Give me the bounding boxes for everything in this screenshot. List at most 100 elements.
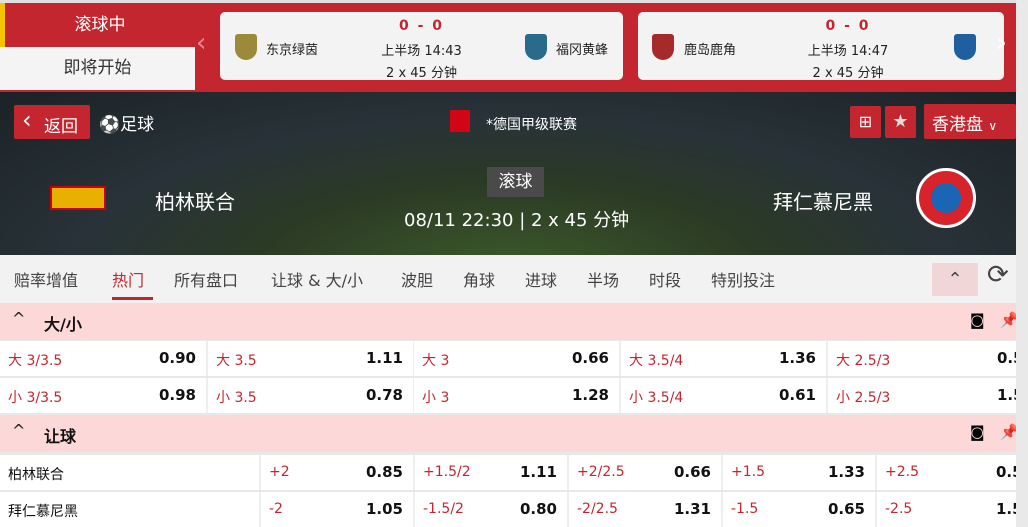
- odds-line: 大 3.5/4: [629, 353, 684, 369]
- odds-cell[interactable]: +1.5 1.33: [723, 455, 875, 490]
- team-name: 柏林联合: [8, 467, 64, 483]
- handicap-line: +2.5: [885, 464, 919, 480]
- top-gap: [0, 0, 1028, 3]
- chevron-down-icon: ∨: [988, 119, 998, 133]
- match-format: 2 x 45 分钟: [812, 66, 884, 80]
- soccer-ball-icon: ⚽: [99, 115, 121, 135]
- team-cell: 拜仁慕尼黑: [0, 492, 259, 527]
- tab-upcoming[interactable]: 即将开始: [0, 47, 195, 90]
- odds-line: 大 2.5/3: [836, 353, 891, 369]
- handicap-line: -2.5: [885, 501, 913, 517]
- section-title: 让球: [44, 427, 77, 446]
- tab-goals[interactable]: 进球: [525, 271, 558, 290]
- odds-cell[interactable]: 小 3/3.5 0.98: [0, 378, 206, 413]
- odds-price: 1.36: [778, 349, 816, 367]
- odds-cell[interactable]: +2.50.54: [877, 455, 1028, 490]
- tab-live[interactable]: 滚球中: [0, 3, 195, 47]
- odds-cell[interactable]: 大 3.5/4 1.36: [621, 341, 826, 376]
- league-name: *德国甲级联赛: [486, 117, 577, 133]
- refresh-icon[interactable]: ⟳: [987, 260, 1009, 290]
- pin-icon[interactable]: 📌: [1000, 423, 1019, 441]
- odds-cell[interactable]: +1.5/2 1.11: [415, 455, 567, 490]
- home-team-logo: [50, 186, 106, 210]
- tab-corners[interactable]: 角球: [463, 271, 496, 290]
- odds-price: 0.85: [365, 463, 403, 481]
- handicap-row: 柏林联合 +2 0.85 +1.5/2 1.11 +2/2.5 0.66 +1.5 1.33 +2…: [0, 455, 1028, 490]
- chevron-up-icon: ^: [12, 309, 26, 328]
- section-title: 大/小: [44, 315, 82, 334]
- team-logo: [235, 34, 257, 60]
- odds-cell[interactable]: 小 3.5/4 0.61: [621, 378, 826, 413]
- odds-line: 大 3: [422, 353, 450, 369]
- odds-price: 1.11: [519, 463, 557, 481]
- odds-format-select[interactable]: 香港盘 ∨: [924, 104, 1016, 139]
- tab-specials[interactable]: 特别投注: [711, 271, 776, 290]
- next-arrow-icon[interactable]: ›: [996, 28, 1007, 58]
- score: 0 - 0: [825, 18, 871, 34]
- handicap-row: 拜仁慕尼黑 -2 1.05 -1.5/2 0.80 -2/2.5 1.31 -1.5 0.65-…: [0, 492, 1028, 527]
- odds-cell[interactable]: +2 0.85: [261, 455, 413, 490]
- away-team-logo: [916, 168, 976, 228]
- odds-cell[interactable]: -1.5 0.65: [723, 492, 875, 527]
- tab-period[interactable]: 时段: [649, 271, 682, 290]
- tab-handicap-ou[interactable]: 让球 & 大/小: [271, 271, 364, 290]
- team-name: 拜仁慕尼黑: [8, 504, 78, 520]
- handicap-line: +2: [269, 464, 290, 480]
- match-card[interactable]: 鹿岛鹿角 0 - 0 上半场 14:47 2 x 45 分钟: [638, 12, 1004, 80]
- back-label: 返回: [44, 117, 78, 137]
- odds-line: 小 3.5: [216, 390, 257, 406]
- field-view-icon[interactable]: ⊞: [850, 106, 881, 138]
- prev-arrow-icon[interactable]: ‹: [196, 28, 207, 58]
- odds-cell[interactable]: -2 1.05: [261, 492, 413, 527]
- scrollbar[interactable]: [1016, 0, 1028, 527]
- market-tabs: [0, 255, 1016, 303]
- odds-price: 1.33: [827, 463, 865, 481]
- match-status: 上半场 14:43: [381, 44, 462, 59]
- chevron-up-icon: ^: [12, 421, 26, 440]
- odds-cell[interactable]: 大 3/3.5 0.90: [0, 341, 206, 376]
- odds-cell[interactable]: 小 3 1.28: [414, 378, 619, 413]
- tab-all-markets[interactable]: 所有盘口: [174, 271, 239, 290]
- odds-cell[interactable]: -1.5/2 0.80: [415, 492, 567, 527]
- handicap-line: +1.5: [731, 464, 765, 480]
- match-state-badge: 滚球: [487, 167, 544, 197]
- match-card[interactable]: 东京绿茵 0 - 0 上半场 14:43 2 x 45 分钟 福冈黄蜂: [220, 12, 623, 80]
- odds-line: 大 3.5: [216, 353, 257, 369]
- odds-price: 0.78: [365, 386, 403, 404]
- odds-cell[interactable]: 大 3.5 1.11: [208, 341, 413, 376]
- odds-price: 0.61: [778, 386, 816, 404]
- odds-cell[interactable]: -2.51.56: [877, 492, 1028, 527]
- sport-label: ⚽足球: [99, 110, 154, 135]
- stats-icon[interactable]: ◙: [970, 311, 985, 329]
- odds-cell[interactable]: -2/2.5 1.31: [569, 492, 721, 527]
- odds-format-value: 香港盘: [932, 115, 983, 135]
- odds-price: 0.66: [571, 349, 609, 367]
- back-button[interactable]: ‹ 返回: [14, 105, 90, 139]
- away-team: 福冈黄蜂: [556, 43, 609, 58]
- tab-odds-boost[interactable]: 赔率增值: [14, 271, 79, 290]
- chevron-left-icon: ‹: [22, 106, 32, 134]
- odds-cell[interactable]: 小 3.5 0.78: [208, 378, 413, 413]
- team-logo: [954, 34, 976, 60]
- odds-cell[interactable]: +2/2.5 0.66: [569, 455, 721, 490]
- odds-cell[interactable]: 小 2.5/31.51: [828, 378, 1028, 413]
- tab-hot[interactable]: 热门: [112, 271, 145, 290]
- tab-half[interactable]: 半场: [587, 271, 620, 290]
- favorite-star-icon[interactable]: ★: [885, 106, 916, 138]
- pin-icon[interactable]: 📌: [1000, 311, 1019, 329]
- handicap-line: +1.5/2: [423, 464, 471, 480]
- section-header-handicap[interactable]: ^ 让球 ◙ 📌: [0, 415, 1019, 452]
- collapse-all-icon[interactable]: ⌃: [932, 263, 978, 296]
- odds-cell[interactable]: 大 2.5/30.54: [828, 341, 1028, 376]
- stats-icon[interactable]: ◙: [970, 423, 985, 441]
- bundesliga-logo: [450, 110, 470, 132]
- odds-price: 1.28: [571, 386, 609, 404]
- odds-row: 大 3/3.5 0.90 大 3.5 1.11 大 3 0.66 大 3.5/4 1.36 大 …: [0, 341, 1028, 376]
- team-logo: [525, 34, 547, 60]
- section-header-over-under[interactable]: ^ 大/小 ◙ 📌: [0, 303, 1019, 340]
- odds-cell[interactable]: 大 3 0.66: [414, 341, 619, 376]
- odds-price: 1.11: [365, 349, 403, 367]
- odds-price: 0.98: [158, 386, 196, 404]
- odds-line: 小 3: [422, 390, 450, 406]
- tab-correct-score[interactable]: 波胆: [401, 271, 434, 290]
